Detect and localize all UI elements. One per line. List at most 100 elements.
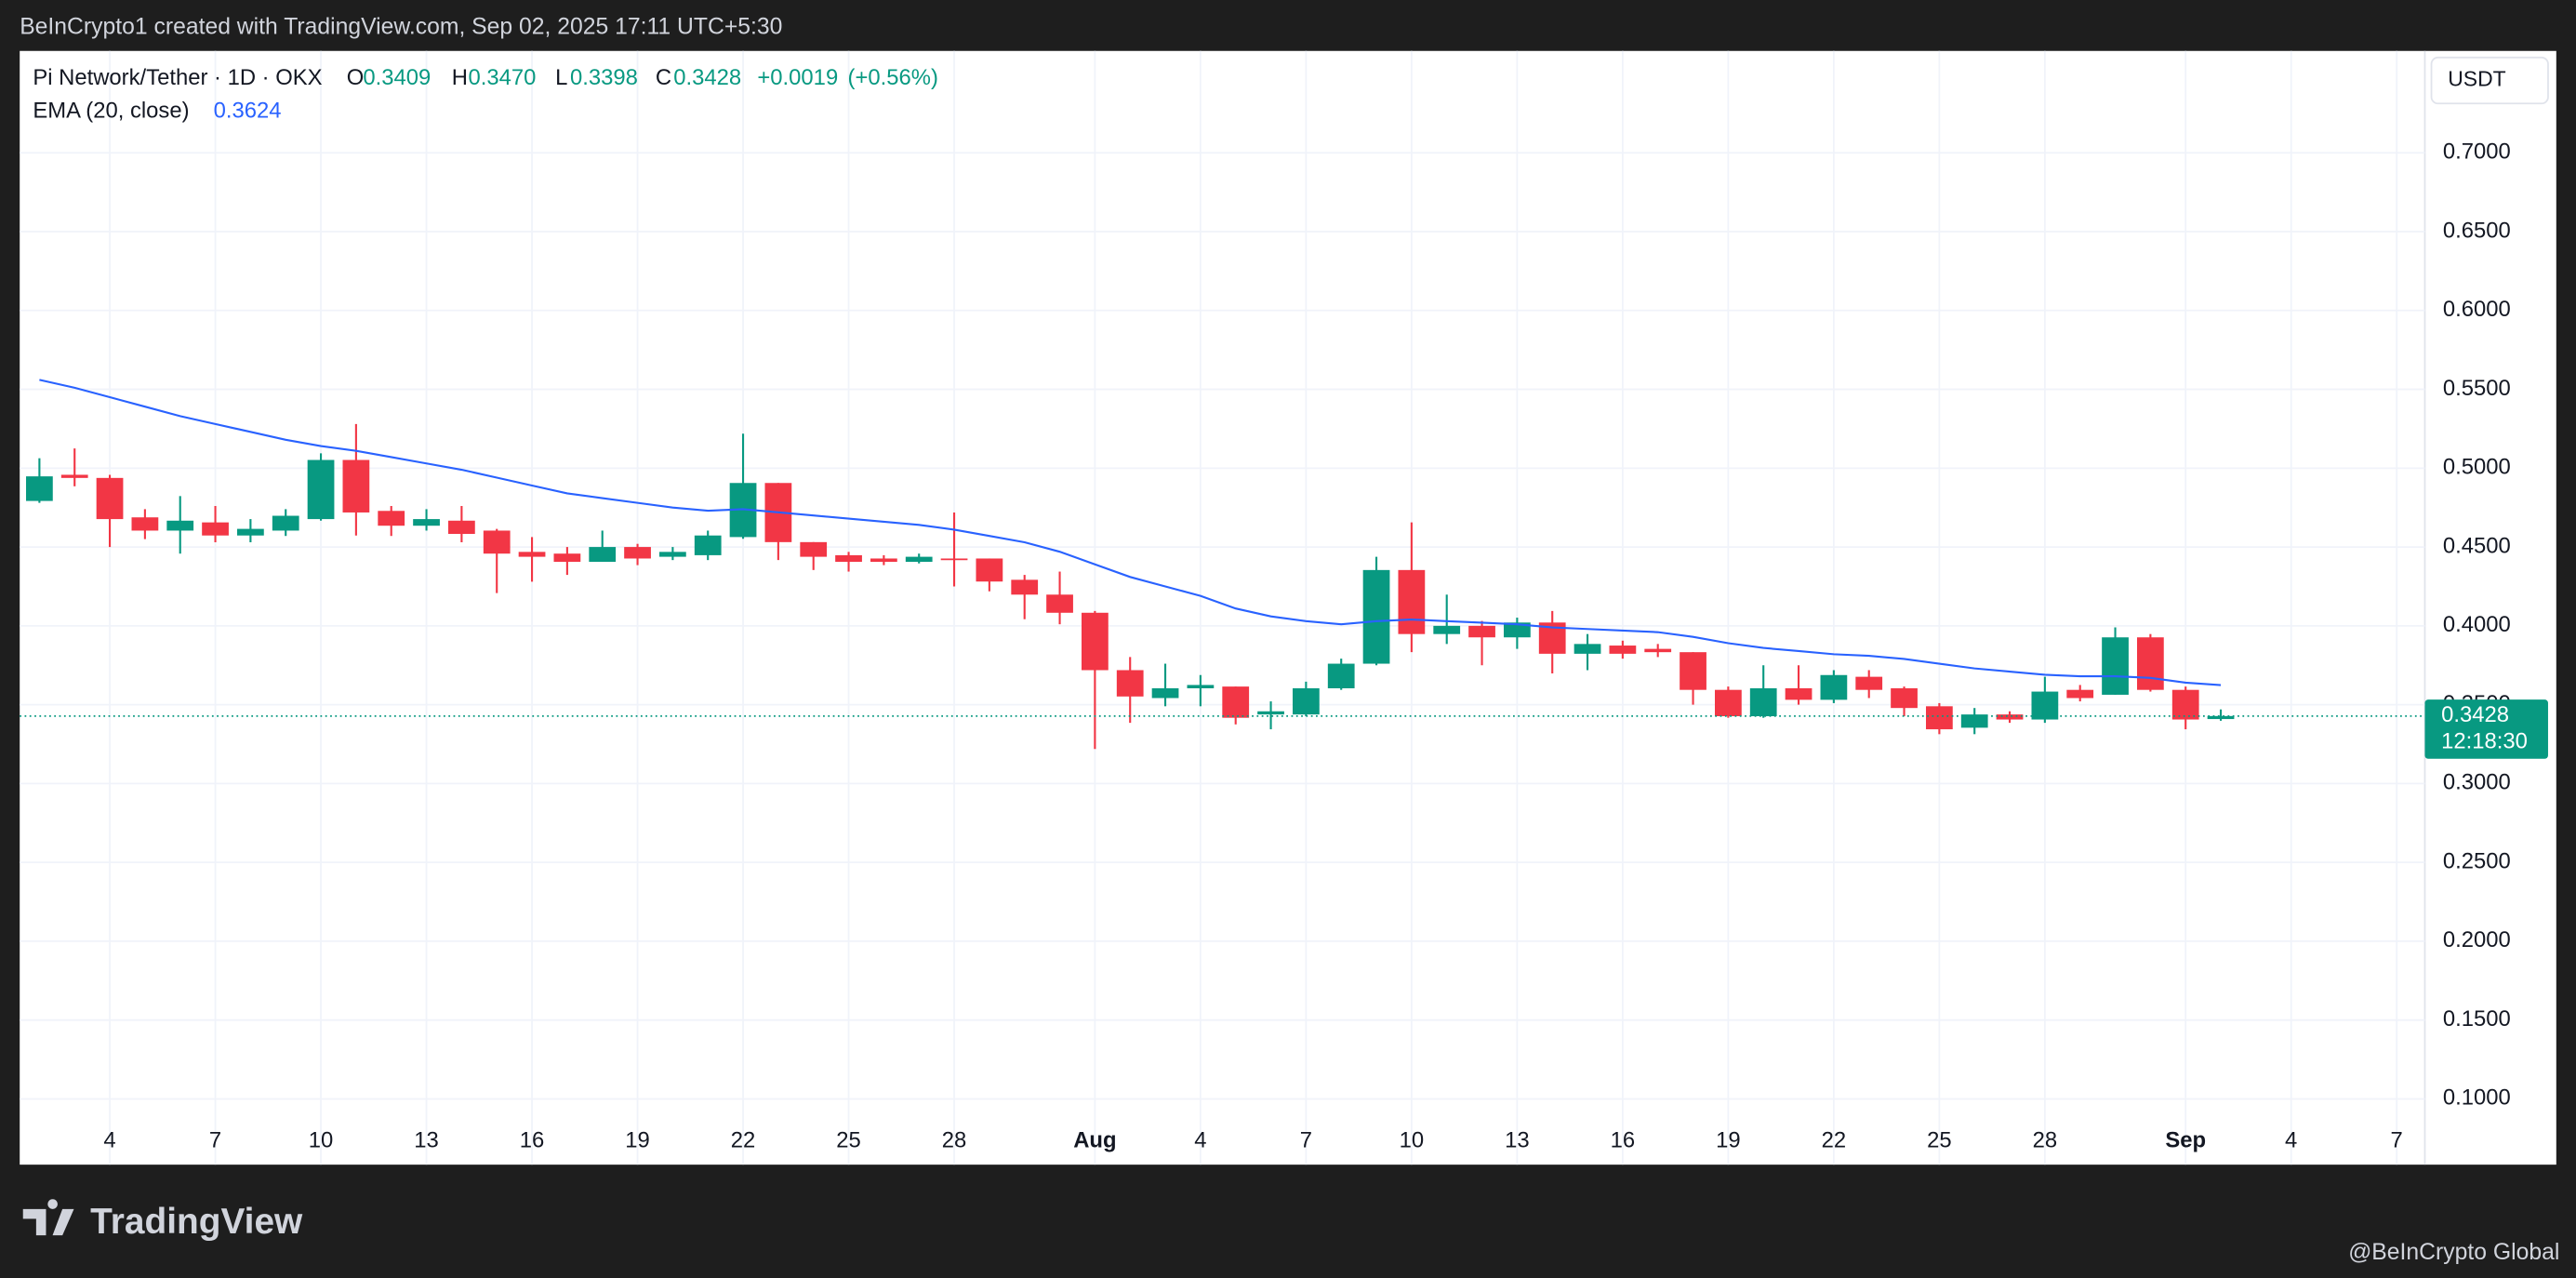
grid — [20, 50, 2425, 1165]
candle-body — [2171, 689, 2199, 720]
currency-box[interactable] — [2430, 56, 2549, 105]
candle-body — [1398, 569, 1426, 634]
ema-value: 0.3624 — [214, 98, 282, 123]
candle-body — [131, 517, 159, 531]
candle-body — [1891, 687, 1918, 709]
brand: TradingView — [90, 1202, 303, 1242]
ohlc-letter: L — [555, 65, 567, 90]
y-tick-label: 0.1000 — [2443, 1085, 2511, 1111]
x-tick-label: 28 — [942, 1128, 967, 1153]
candle-body — [1609, 646, 1637, 654]
brand-icon — [22, 1199, 74, 1236]
candle-body — [272, 515, 299, 531]
candle-body — [60, 474, 88, 478]
y-tick-label: 0.1500 — [2443, 1006, 2511, 1032]
candle-body — [26, 476, 53, 501]
candle-body — [166, 520, 194, 531]
ohlc-value: 0.3398 — [570, 65, 638, 90]
candle-body — [237, 528, 264, 536]
x-tick-label: 10 — [1400, 1128, 1425, 1153]
x-tick-label: 22 — [731, 1128, 756, 1153]
candle-body — [1715, 689, 1742, 716]
candle-body — [1046, 594, 1073, 613]
x-tick-label: 25 — [836, 1128, 861, 1153]
candle-body — [96, 477, 124, 520]
y-tick-label: 0.4500 — [2443, 533, 2511, 558]
x-tick-label: Sep — [2165, 1128, 2206, 1153]
candle-body — [378, 511, 405, 526]
x-tick-label: 25 — [1927, 1128, 1952, 1153]
candle-body — [1468, 625, 1495, 638]
brand-logo: TradingView — [22, 1199, 303, 1242]
price-tag-value: 0.3428 — [2441, 702, 2509, 727]
chart-panel — [20, 50, 2556, 1165]
x-tick-label: 4 — [1194, 1128, 1206, 1153]
candle-body — [1362, 569, 1390, 664]
x-tick-label: 19 — [625, 1128, 650, 1153]
ohlc-value: 0.3470 — [468, 65, 536, 90]
y-tick-label: 0.5000 — [2443, 455, 2511, 480]
candle-body — [2207, 715, 2235, 720]
candle-body — [870, 558, 897, 563]
candle-body — [202, 522, 229, 536]
change: +0.0019 — [757, 65, 838, 90]
candle-body — [1749, 687, 1777, 716]
ema-line — [39, 379, 2222, 686]
candle-body — [1116, 670, 1144, 697]
y-tick-label: 0.2000 — [2443, 927, 2511, 952]
candle-body — [1293, 687, 1320, 715]
candle-body — [448, 520, 475, 535]
y-tick-label: 0.7000 — [2443, 140, 2511, 165]
x-tick-label: 22 — [1822, 1128, 1847, 1153]
candle-body — [1926, 706, 1953, 730]
candle-body — [1855, 676, 1883, 690]
candle-body — [905, 556, 933, 563]
x-tick-label: 7 — [1300, 1128, 1312, 1153]
candle-body — [1644, 648, 1672, 653]
attribution: BeInCrypto1 created with TradingView.com… — [20, 15, 782, 40]
y-tick-label: 0.6000 — [2443, 297, 2511, 322]
y-tick-label: 0.2500 — [2443, 848, 2511, 873]
y-tick-label: 0.3000 — [2443, 770, 2511, 795]
candle-body — [2066, 689, 2094, 699]
candle-body — [589, 547, 617, 563]
candle-body — [1082, 612, 1109, 671]
x-tick-label: 4 — [103, 1128, 115, 1153]
candle-body — [342, 459, 370, 513]
x-tick-label: 7 — [2391, 1128, 2403, 1153]
candle-body — [1680, 652, 1706, 690]
x-tick-label: 16 — [520, 1128, 545, 1153]
candle-body — [940, 558, 968, 561]
candle-body — [1011, 579, 1039, 595]
marks — [20, 379, 2425, 750]
x-tick-label: 19 — [1716, 1128, 1741, 1153]
candle-body — [413, 519, 440, 526]
chart-title: Pi Network/Tether · 1D · OKX — [33, 65, 322, 90]
candle-body — [1257, 711, 1284, 715]
ohlc-letter: O — [347, 65, 365, 90]
candle-body — [1151, 687, 1179, 699]
x-tick-label: 10 — [309, 1128, 334, 1153]
candle-body — [1573, 644, 1601, 654]
y-tick-label: 0.4000 — [2443, 612, 2511, 637]
candle-body — [694, 535, 722, 555]
ohlc-letter: H — [452, 65, 468, 90]
ema-name: EMA (20, close) — [33, 98, 189, 123]
candle-body — [1433, 625, 1461, 634]
candle-body — [1222, 686, 1250, 718]
price-tag — [2424, 699, 2548, 759]
candle-body — [1960, 714, 1988, 728]
candle-body — [1187, 685, 1215, 688]
x-tick-label: 7 — [209, 1128, 221, 1153]
candle-body — [835, 554, 862, 563]
candle-body — [1785, 687, 1812, 700]
candle-body — [1504, 622, 1531, 638]
price-tag-countdown: 12:18:30 — [2441, 728, 2528, 753]
candle-body — [800, 541, 828, 557]
ohlc-value: 0.3428 — [673, 65, 741, 90]
candle-body — [976, 558, 1003, 582]
watermark: @BeInCrypto Global — [2348, 1240, 2559, 1265]
x-tick-label: 16 — [1611, 1128, 1636, 1153]
y-tick-label: 0.5500 — [2443, 376, 2511, 401]
